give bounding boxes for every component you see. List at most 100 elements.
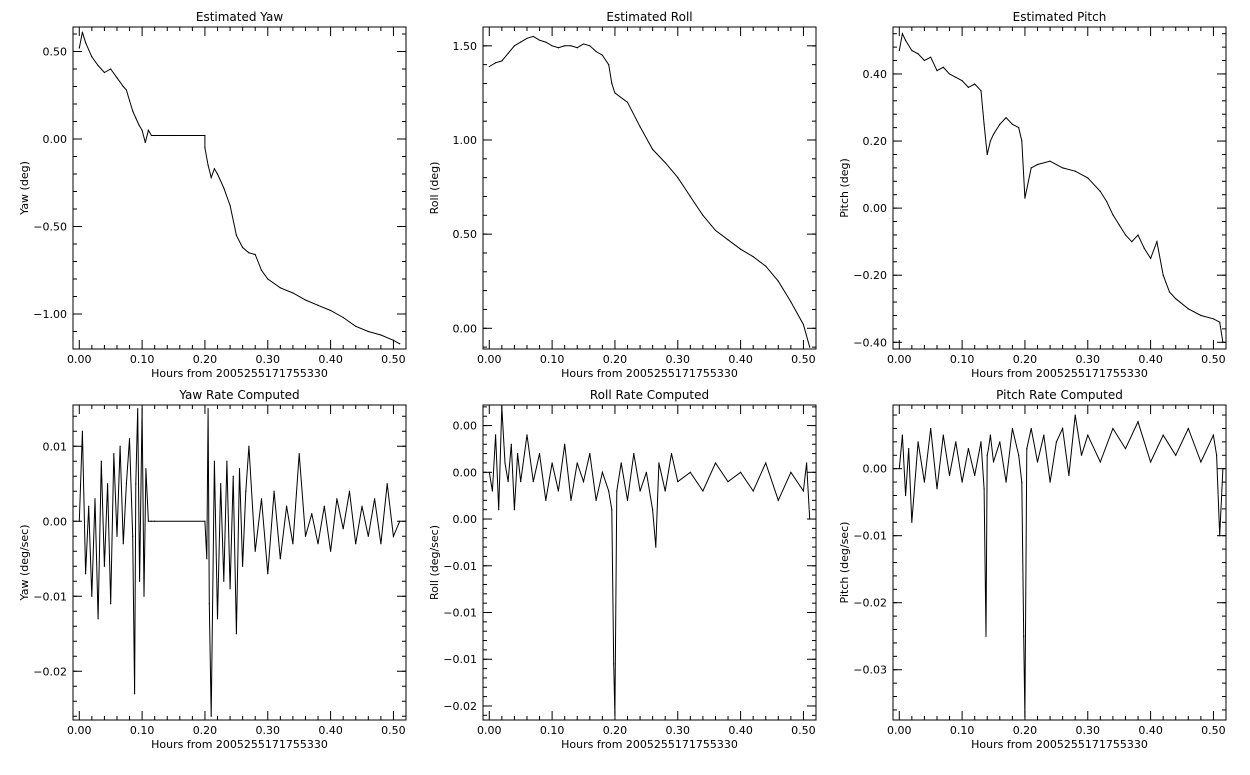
data-point (904, 39, 907, 42)
data-point (1162, 274, 1164, 276)
data-point (1222, 341, 1224, 343)
data-point (292, 292, 294, 294)
data-point (144, 141, 146, 144)
data-point (702, 490, 704, 492)
data-point (983, 123, 985, 125)
data-point (494, 62, 497, 64)
data-point (986, 153, 988, 156)
data-point (980, 441, 982, 443)
series-line (489, 35, 811, 348)
data-point (1043, 434, 1045, 436)
data-point (494, 434, 497, 436)
plot-frame (892, 26, 1227, 350)
data-point (248, 252, 250, 254)
data-point (78, 47, 80, 49)
data-point (1137, 234, 1139, 236)
series-line (898, 415, 1224, 717)
data-point (513, 45, 516, 47)
data-point (1131, 241, 1133, 243)
y-tick-label: 1.00 (453, 134, 478, 147)
x-tick-label: 0.40 (728, 724, 753, 737)
data-point (532, 35, 534, 38)
data-point (917, 441, 919, 443)
data-point (992, 133, 995, 135)
data-point (267, 573, 269, 575)
data-point (613, 663, 615, 665)
data-point (1168, 291, 1171, 293)
data-point (1049, 481, 1051, 483)
data-point (809, 518, 811, 520)
data-point (790, 471, 792, 473)
data-point (802, 323, 805, 326)
data-point (128, 438, 131, 440)
chart-panel-1: Estimated Yaw Hours from 2005255171755330… (18, 10, 407, 380)
data-point (147, 520, 149, 522)
data-point (242, 246, 244, 249)
data-point (582, 43, 585, 45)
data-point (245, 490, 247, 492)
data-point (229, 588, 231, 590)
data-point (923, 59, 926, 62)
data-point (498, 509, 500, 511)
y-tick-label: −0.01 (443, 653, 477, 666)
data-point (336, 498, 338, 500)
data-point (150, 520, 153, 522)
y-tick-label: 0.00 (453, 322, 478, 335)
data-point (1212, 434, 1215, 436)
x-tick-label: 0.30 (1076, 353, 1101, 366)
x-axis-label: Hours from 2005255171755330 (151, 367, 328, 380)
data-point (898, 468, 900, 470)
data-point (145, 468, 147, 470)
data-point (254, 550, 256, 552)
y-tick-label: −0.20 (853, 269, 887, 282)
data-point (361, 505, 363, 507)
data-point (655, 546, 657, 548)
data-point (967, 447, 969, 450)
data-point (1118, 224, 1120, 226)
data-point (223, 580, 225, 582)
data-point (399, 343, 401, 345)
data-point (204, 134, 206, 137)
data-point (633, 453, 635, 455)
data-point (911, 521, 913, 523)
data-point (172, 134, 175, 137)
x-tick-label: 0.10 (950, 353, 975, 366)
y-tick-label: −0.01 (853, 530, 887, 543)
x-tick-label: 0.00 (67, 353, 92, 366)
y-tick-label: −0.01 (33, 590, 67, 603)
data-point (702, 214, 704, 216)
data-point (373, 498, 376, 500)
data-point (84, 42, 87, 44)
data-point (911, 49, 913, 52)
y-axis-label: Roll (deg/sec) (428, 525, 441, 600)
data-point (740, 248, 742, 250)
x-axis-label: Hours from 2005255171755330 (971, 738, 1148, 751)
data-point (805, 462, 808, 464)
x-tick-label: 0.50 (791, 353, 816, 366)
y-tick-label: −0.02 (443, 700, 477, 713)
data-point (220, 483, 222, 485)
y-tick-label: −0.02 (853, 597, 887, 610)
data-point (1150, 461, 1152, 463)
data-point (551, 462, 553, 464)
data-point (103, 71, 106, 74)
data-point (235, 234, 237, 236)
data-point (501, 406, 503, 408)
data-point (520, 41, 522, 43)
data-point (942, 66, 944, 68)
data-point (248, 445, 250, 447)
data-point (974, 474, 976, 476)
data-point (119, 445, 121, 447)
data-point (1099, 190, 1101, 192)
data-point (143, 595, 145, 597)
data-point (204, 520, 206, 522)
data-point (790, 301, 792, 303)
data-point (1156, 241, 1158, 243)
x-tick-label: 0.30 (666, 724, 691, 737)
data-point (133, 693, 136, 695)
data-point (116, 77, 118, 79)
data-point (110, 68, 112, 70)
data-point (138, 124, 140, 126)
series-line (78, 408, 401, 717)
data-point (1036, 163, 1039, 166)
